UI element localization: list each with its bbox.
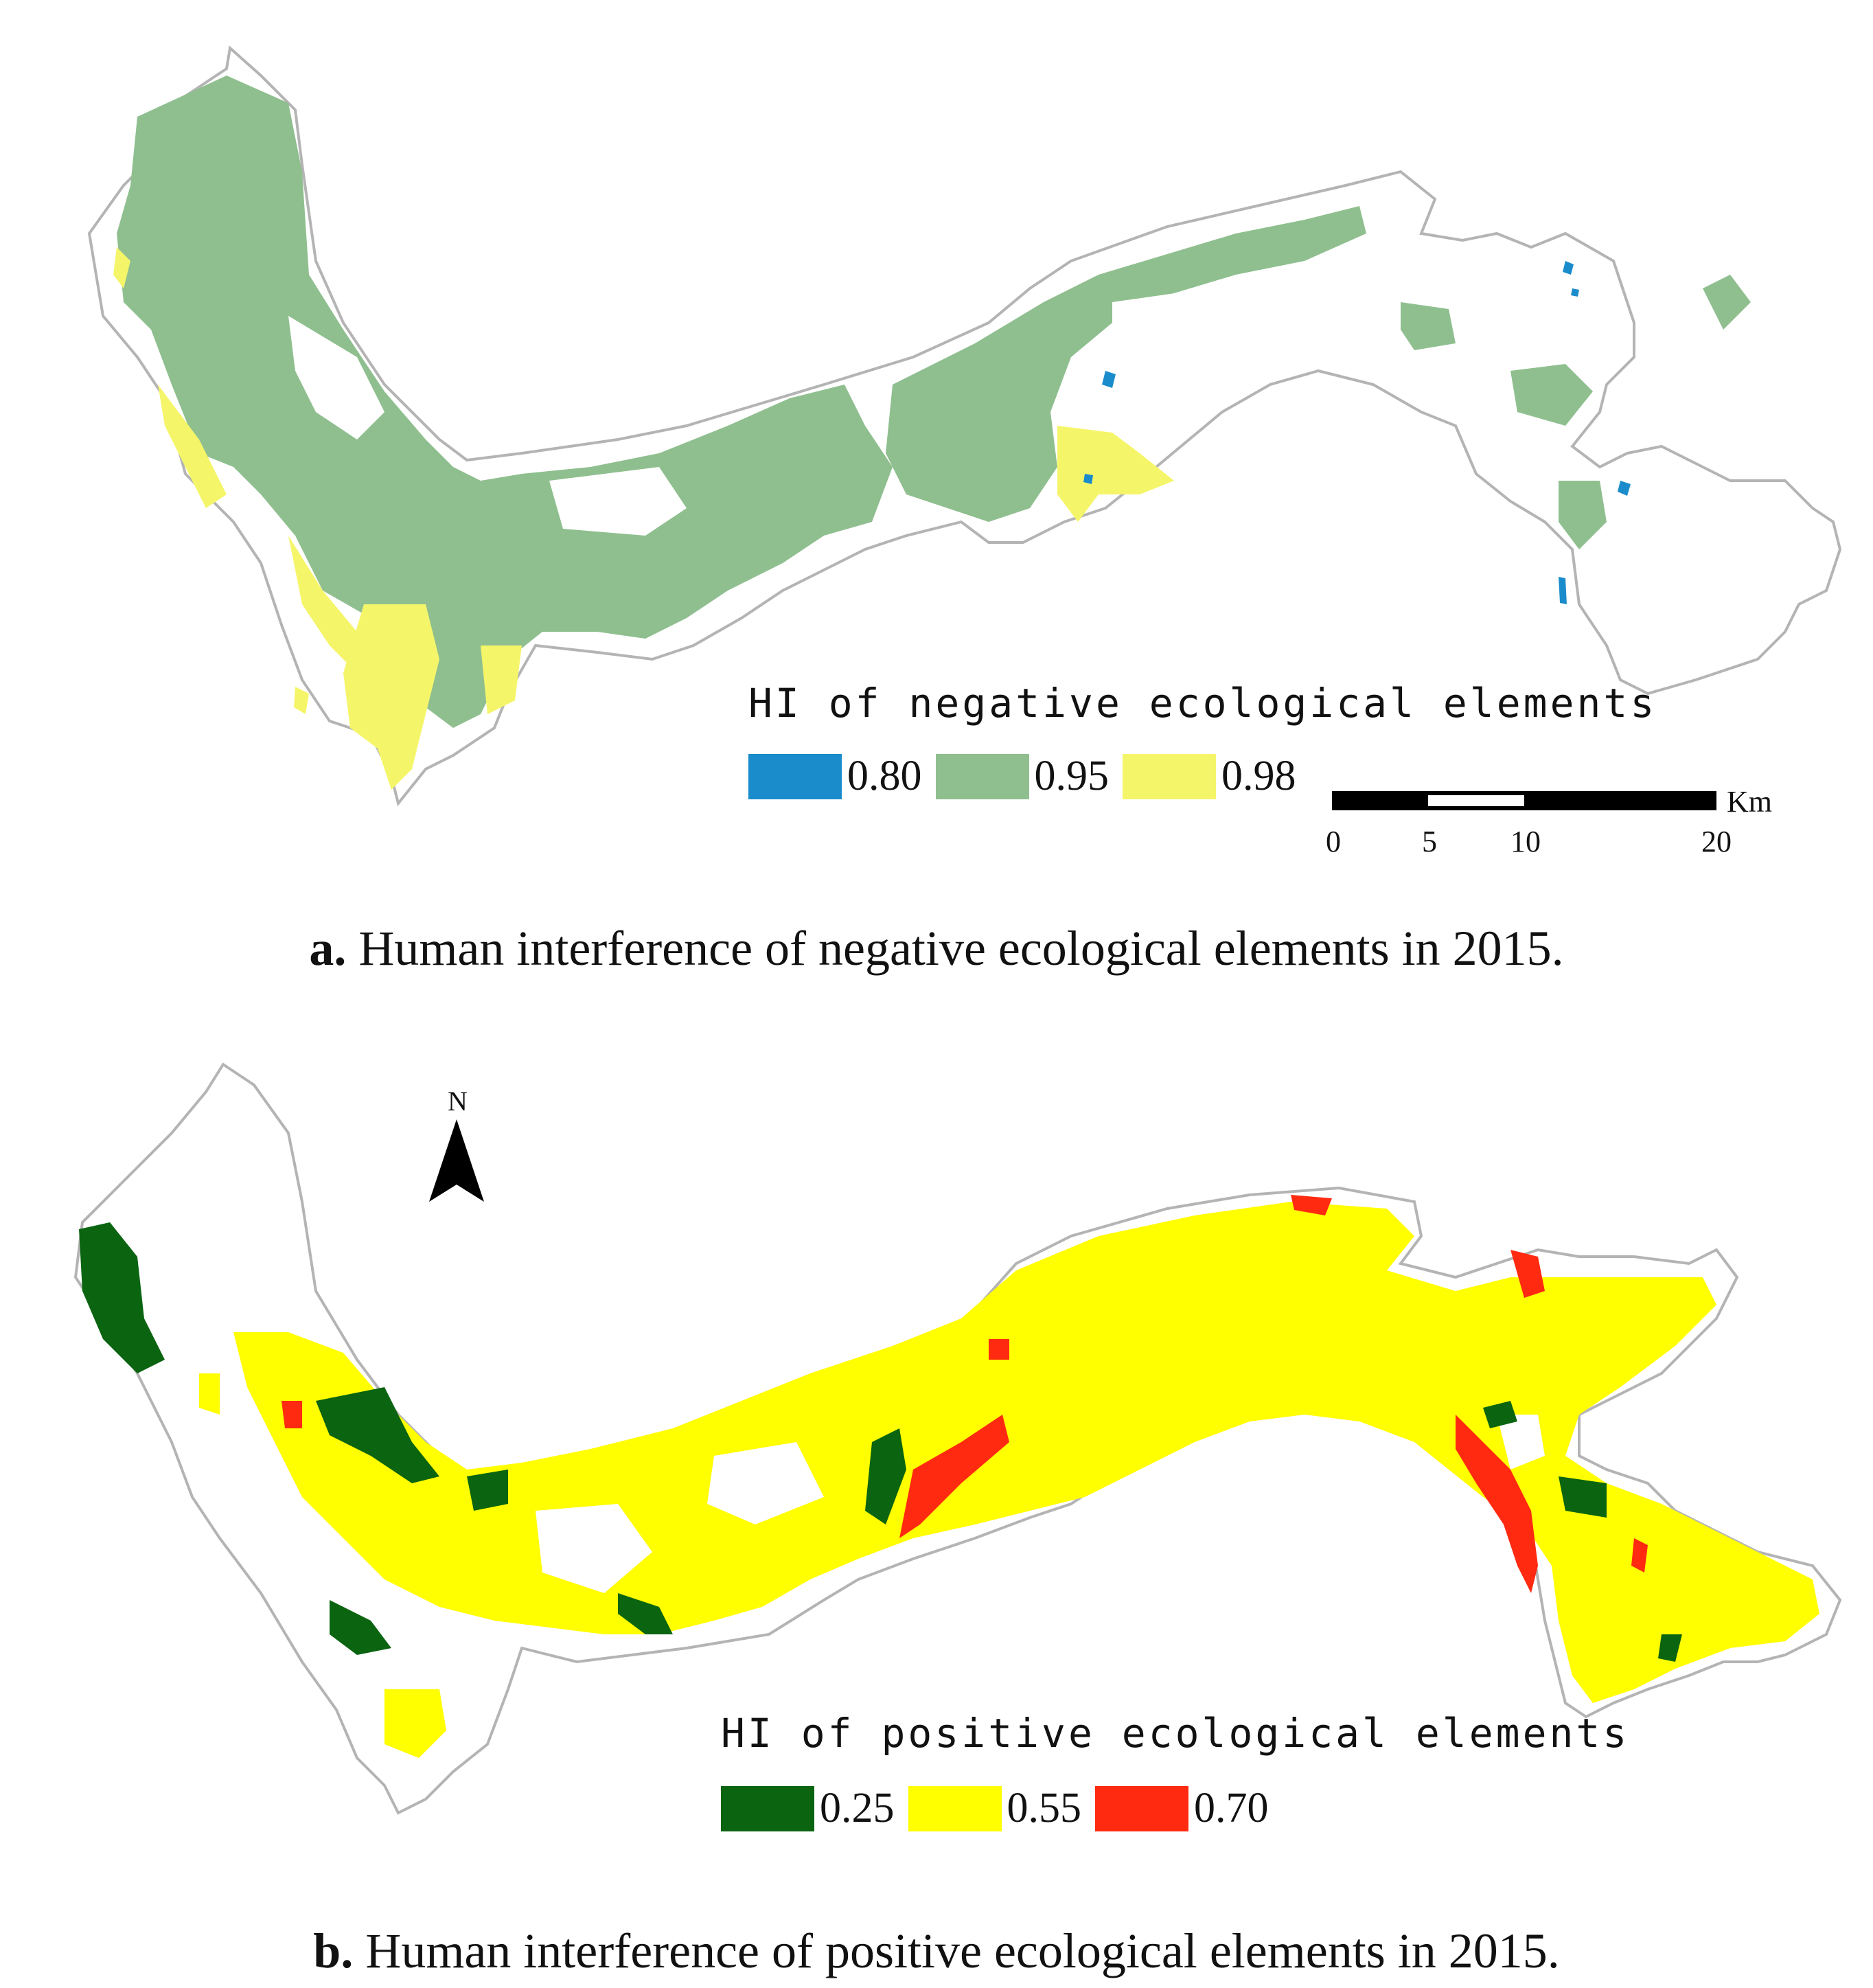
class-098-area — [294, 687, 309, 714]
class-070-area — [1631, 1538, 1648, 1573]
legend-label-098: 0.98 — [1221, 753, 1296, 799]
legend-swatch-080 — [748, 753, 842, 799]
class-025-area — [316, 1387, 439, 1483]
class-025-area — [79, 1222, 165, 1373]
class-025-area — [618, 1593, 673, 1634]
class-080-spot — [1563, 261, 1574, 275]
scale-unit: Km — [1727, 785, 1772, 819]
scale-tick: 20 — [1701, 825, 1732, 858]
north-label: N — [448, 1086, 468, 1117]
legend-label-080: 0.80 — [847, 753, 922, 799]
scale-tick: 10 — [1510, 825, 1541, 858]
class-055-area — [384, 1689, 446, 1758]
legend-label-070: 0.70 — [1194, 1785, 1269, 1831]
scale-tick: 5 — [1422, 825, 1437, 858]
caption-text: Human interference of negative ecologica… — [346, 921, 1564, 976]
legend-swatch-095 — [935, 753, 1029, 799]
map-gap — [1497, 1415, 1545, 1470]
class-055-area — [199, 1373, 220, 1415]
legend-label-095: 0.95 — [1034, 753, 1110, 799]
class-025-area — [1658, 1634, 1682, 1662]
map-gap — [288, 316, 384, 439]
panel-negative-map: HI of negative ecological elements 0.80 … — [0, 0, 1873, 989]
class-095-area — [117, 76, 893, 728]
class-070-area — [989, 1339, 1009, 1360]
class-055-area — [233, 1202, 1819, 1703]
legend-label-055: 0.55 — [1007, 1785, 1082, 1831]
class-095-area — [1559, 481, 1607, 549]
class-098-area — [481, 645, 522, 714]
legend-swatch-055 — [908, 1785, 1002, 1831]
legend-title: HI of negative ecological elements — [748, 680, 1657, 727]
legend-swatch-025 — [721, 1785, 814, 1831]
class-095-area — [1510, 364, 1593, 426]
class-070-area — [1456, 1415, 1538, 1593]
class-070-area — [899, 1415, 1009, 1538]
class-080-spot — [1571, 288, 1579, 297]
legend: 0.80 0.95 0.98 — [748, 752, 1310, 801]
caption-letter: a. — [309, 921, 347, 976]
legend-swatch-070 — [1095, 1785, 1188, 1831]
north-arrow-icon — [429, 1119, 484, 1202]
legend-title: HI of positive ecological elements — [721, 1710, 1630, 1757]
class-025-area — [467, 1470, 508, 1511]
class-025-area — [865, 1428, 906, 1524]
class-080-spot — [1102, 371, 1116, 388]
legend-label-025: 0.25 — [820, 1785, 895, 1831]
class-095-area — [1401, 302, 1456, 350]
class-070-area — [1291, 1195, 1332, 1215]
class-070-area — [281, 1401, 302, 1428]
caption-letter: b. — [313, 1923, 354, 1978]
caption-b: b. Human interference of positive ecolog… — [0, 1923, 1873, 1980]
class-080-spot — [1083, 474, 1093, 484]
legend-swatch-098 — [1123, 753, 1216, 799]
class-098-area — [343, 604, 439, 790]
positive-elements-map — [73, 1062, 1842, 1815]
class-080-spot — [1618, 481, 1631, 496]
map-gap — [707, 1442, 824, 1524]
map-gap — [1112, 288, 1236, 371]
caption-text: Human interference of positive ecologica… — [353, 1923, 1560, 1978]
class-080-spot — [1559, 577, 1567, 604]
scale-bar — [1332, 791, 1716, 810]
class-095-area — [1703, 275, 1751, 330]
class-025-area — [330, 1600, 391, 1655]
class-098-area — [158, 385, 227, 508]
class-098-area — [1057, 426, 1174, 522]
legend: 0.25 0.55 0.70 — [721, 1784, 1283, 1833]
class-025-area — [1559, 1476, 1607, 1518]
map-gap — [536, 1504, 652, 1593]
negative-elements-map — [87, 45, 1842, 807]
panel-positive-map: N HI of positive ecological elements 0.2… — [0, 1030, 1873, 1988]
class-025-area — [1483, 1401, 1517, 1428]
class-095-area — [886, 206, 1366, 522]
class-098-area — [113, 247, 130, 288]
scale-tick: 0 — [1326, 825, 1341, 858]
caption-a: a. Human interference of negative ecolog… — [0, 920, 1873, 977]
class-070-area — [1510, 1250, 1545, 1298]
map-gap — [549, 467, 687, 536]
